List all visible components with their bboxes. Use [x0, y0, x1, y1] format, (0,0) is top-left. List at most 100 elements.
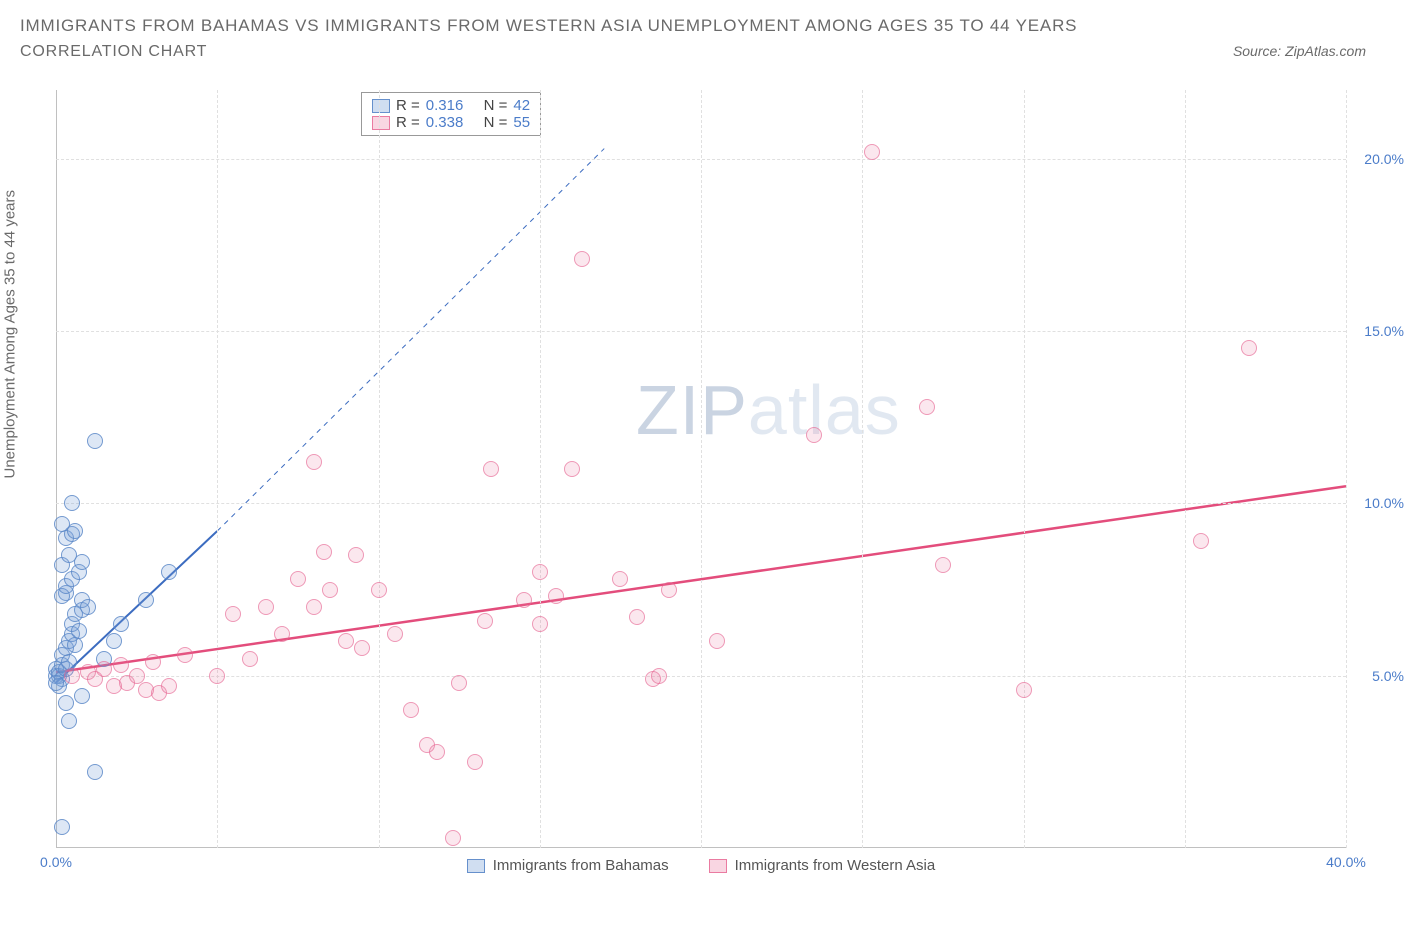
gridline-v [1024, 90, 1025, 848]
data-point [64, 495, 80, 511]
data-point [612, 571, 628, 587]
y-tick-label: 20.0% [1354, 151, 1404, 167]
data-point [387, 626, 403, 642]
r-value: 0.338 [426, 114, 464, 131]
legend-label: Immigrants from Bahamas [493, 857, 669, 874]
gridline-v [1185, 90, 1186, 848]
data-point [61, 547, 77, 563]
stats-legend: R = 0.316 N = 42R = 0.338 N = 55 [361, 92, 541, 136]
data-point [864, 144, 880, 160]
y-tick-label: 10.0% [1354, 495, 1404, 511]
data-point [306, 454, 322, 470]
data-point [87, 764, 103, 780]
data-point [483, 461, 499, 477]
data-point [96, 661, 112, 677]
gridline-v [217, 90, 218, 848]
legend-item: Immigrants from Bahamas [467, 857, 669, 874]
gridline-v [701, 90, 702, 848]
data-point [74, 688, 90, 704]
data-point [225, 606, 241, 622]
plot-region: ZIPatlas R = 0.316 N = 42R = 0.338 N = 5… [56, 90, 1346, 848]
data-point [348, 547, 364, 563]
data-point [445, 830, 461, 846]
data-point [209, 668, 225, 684]
data-point [113, 616, 129, 632]
data-point [274, 626, 290, 642]
series-legend: Immigrants from Bahamas Immigrants from W… [56, 857, 1346, 874]
r-label: R = [396, 114, 420, 131]
data-point [80, 599, 96, 615]
chart-area: Unemployment Among Ages 35 to 44 years Z… [0, 90, 1406, 880]
data-point [1016, 682, 1032, 698]
n-value: 55 [513, 114, 530, 131]
data-point [242, 651, 258, 667]
legend-swatch [709, 859, 727, 873]
legend-swatch [467, 859, 485, 873]
data-point [67, 637, 83, 653]
data-point [661, 582, 677, 598]
data-point [177, 647, 193, 663]
data-point [516, 592, 532, 608]
data-point [532, 564, 548, 580]
data-point [106, 633, 122, 649]
stats-legend-row: R = 0.316 N = 42 [372, 97, 530, 114]
data-point [316, 544, 332, 560]
data-point [354, 640, 370, 656]
chart-header: IMMIGRANTS FROM BAHAMAS VS IMMIGRANTS FR… [0, 0, 1406, 61]
data-point [61, 713, 77, 729]
y-tick-label: 15.0% [1354, 323, 1404, 339]
data-point [54, 819, 70, 835]
data-point [54, 516, 70, 532]
data-point [477, 613, 493, 629]
data-point [161, 564, 177, 580]
data-point [87, 433, 103, 449]
n-label: N = [484, 97, 508, 114]
data-point [935, 557, 951, 573]
data-point [161, 678, 177, 694]
gridline-v [379, 90, 380, 848]
data-point [564, 461, 580, 477]
r-value: 0.316 [426, 97, 464, 114]
data-point [371, 582, 387, 598]
data-point [322, 582, 338, 598]
data-point [306, 599, 322, 615]
data-point [806, 427, 822, 443]
n-value: 42 [513, 97, 530, 114]
y-tick-label: 5.0% [1354, 668, 1404, 684]
gridline-v [1346, 90, 1347, 848]
legend-item: Immigrants from Western Asia [709, 857, 936, 874]
data-point [429, 744, 445, 760]
data-point [532, 616, 548, 632]
data-point [58, 695, 74, 711]
legend-label: Immigrants from Western Asia [735, 857, 936, 874]
data-point [574, 251, 590, 267]
chart-subtitle: CORRELATION CHART [20, 43, 207, 61]
gridline-v [540, 90, 541, 848]
data-point [1193, 533, 1209, 549]
gridline-v [862, 90, 863, 848]
data-point [64, 668, 80, 684]
watermark: ZIPatlas [636, 370, 901, 450]
n-label: N = [484, 114, 508, 131]
data-point [1241, 340, 1257, 356]
data-point [651, 668, 667, 684]
source-attribution: Source: ZipAtlas.com [1233, 43, 1386, 59]
data-point [548, 588, 564, 604]
data-point [451, 675, 467, 691]
data-point [467, 754, 483, 770]
data-point [145, 654, 161, 670]
chart-title: IMMIGRANTS FROM BAHAMAS VS IMMIGRANTS FR… [20, 12, 1386, 39]
data-point [338, 633, 354, 649]
y-axis-line [56, 90, 57, 848]
data-point [71, 623, 87, 639]
data-point [709, 633, 725, 649]
legend-swatch [372, 99, 390, 113]
data-point [138, 592, 154, 608]
y-axis-label: Unemployment Among Ages 35 to 44 years [2, 190, 19, 479]
data-point [403, 702, 419, 718]
data-point [629, 609, 645, 625]
data-point [113, 657, 129, 673]
stats-legend-row: R = 0.338 N = 55 [372, 114, 530, 131]
data-point [258, 599, 274, 615]
data-point [290, 571, 306, 587]
